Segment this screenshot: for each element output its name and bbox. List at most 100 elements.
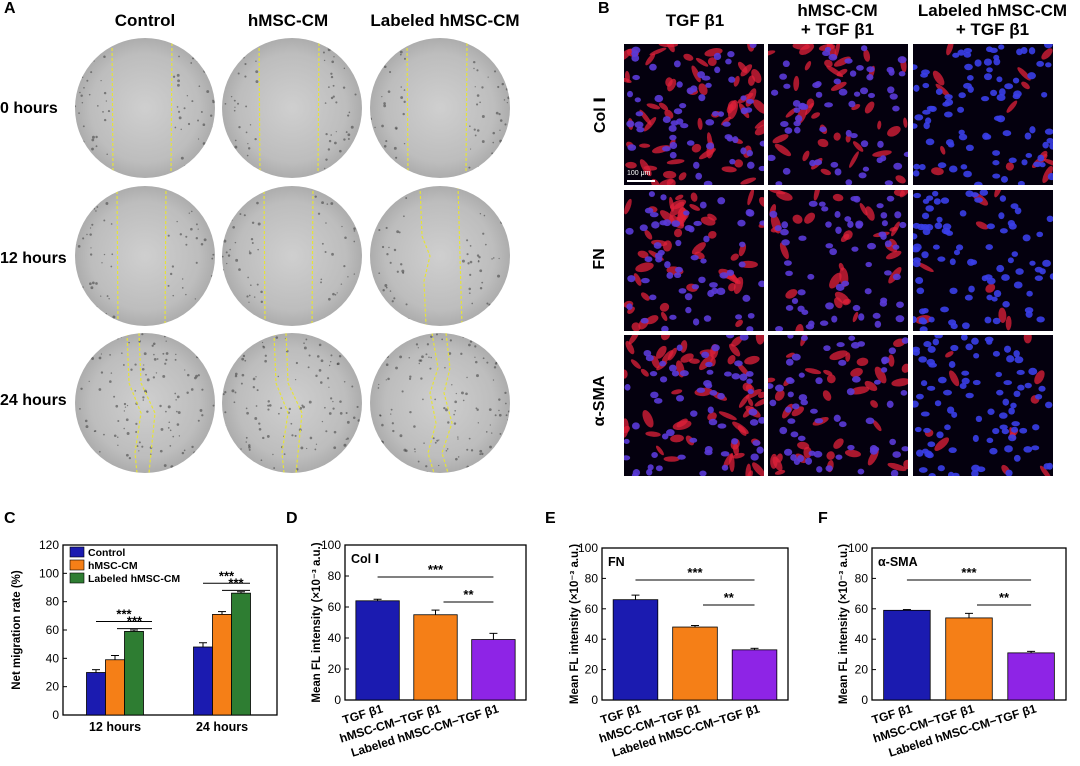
panel-c-letter: C — [4, 510, 16, 527]
nucleus-stain — [949, 287, 958, 295]
cell-dot — [425, 465, 428, 468]
cell-dot — [466, 376, 468, 379]
cytoskeleton-stain — [795, 323, 804, 331]
fluorescence-image-r0-c2 — [913, 44, 1053, 185]
nucleus-stain — [993, 115, 1002, 121]
cytoskeleton-stain — [752, 99, 764, 114]
cell-dot — [100, 353, 103, 355]
cell-dot — [123, 410, 126, 412]
cell-dot — [325, 158, 328, 161]
panel-a-col-labeled: Labeled hMSC-CM — [370, 11, 520, 30]
cell-dot — [111, 335, 114, 337]
cell-dot — [358, 38, 360, 40]
cell-dot — [391, 300, 394, 303]
nucleus-stain — [725, 58, 732, 65]
cell-dot — [379, 52, 382, 55]
cell-dot — [377, 387, 380, 389]
nucleus-stain — [800, 335, 808, 341]
nucleus-stain — [626, 303, 633, 310]
nucleus-stain — [794, 126, 801, 134]
cell-dot — [359, 376, 362, 380]
cell-dot — [328, 297, 331, 301]
cell-dot — [229, 200, 232, 203]
cell-dot — [163, 464, 167, 467]
cytoskeleton-stain — [665, 77, 673, 87]
nucleus-stain — [660, 194, 667, 201]
cell-dot — [229, 248, 231, 251]
cell-dot — [384, 314, 387, 317]
cell-dot — [395, 366, 398, 370]
cell-dot — [169, 445, 172, 447]
nucleus-stain — [913, 348, 921, 356]
cytoskeleton-stain — [640, 292, 650, 301]
nucleus-stain — [1004, 345, 1012, 353]
scratch-line-right — [311, 186, 314, 326]
nucleus-stain — [1021, 159, 1028, 166]
cell-dot — [117, 419, 120, 423]
cytoskeleton-stain — [735, 319, 743, 328]
nucleus-stain — [936, 216, 943, 223]
nucleus-stain — [785, 358, 794, 366]
cytoskeleton-stain — [658, 44, 679, 48]
cell-dot — [405, 449, 408, 453]
cell-dot — [322, 51, 325, 54]
nucleus-stain — [655, 465, 663, 472]
cell-dot — [347, 276, 349, 278]
cell-dot — [381, 245, 385, 249]
cell-dot — [378, 151, 380, 154]
nucleus-stain — [793, 107, 801, 113]
cell-dot — [212, 315, 215, 319]
nucleus-stain — [897, 56, 907, 64]
cell-dot — [169, 429, 172, 432]
nucleus-stain — [849, 132, 858, 139]
cell-dot — [199, 409, 203, 412]
nucleus-stain — [691, 284, 700, 290]
cell-dot — [234, 106, 236, 108]
cell-dot — [180, 128, 182, 131]
cytoskeleton-stain — [691, 65, 701, 83]
nucleus-stain — [894, 211, 902, 219]
nucleus-stain — [957, 49, 965, 56]
cell-dot — [277, 375, 280, 378]
nucleus-stain — [922, 82, 930, 89]
chart-c-ytick-label: 40 — [46, 651, 60, 665]
nucleus-stain — [1013, 390, 1021, 398]
nucleus-stain — [892, 105, 900, 112]
nucleus-stain — [879, 300, 888, 307]
cell-dot — [503, 307, 506, 310]
nucleus-stain — [974, 197, 983, 203]
cell-dot — [370, 60, 373, 64]
nucleus-stain — [745, 370, 754, 377]
cell-dot — [453, 422, 457, 425]
cell-dot — [128, 456, 132, 460]
nucleus-stain — [1001, 274, 1010, 281]
nucleus-stain — [913, 400, 919, 408]
cytoskeleton-stain — [949, 370, 960, 387]
nucleus-stain — [704, 449, 713, 456]
cell-dot — [95, 282, 98, 285]
cell-dot — [478, 166, 480, 168]
nucleus-stain — [918, 308, 927, 315]
nucleus-stain — [648, 191, 656, 197]
wound-image-svg — [370, 333, 510, 473]
cell-dot — [260, 300, 264, 304]
cell-dot — [248, 446, 251, 449]
cytoskeleton-stain — [768, 190, 786, 195]
cell-dot — [249, 343, 252, 346]
nucleus-stain — [860, 140, 869, 148]
cell-dot — [343, 265, 346, 268]
cytoskeleton-stain — [727, 355, 736, 365]
nucleus-stain — [1006, 355, 1015, 363]
cell-dot — [407, 317, 410, 321]
nucleus-stain — [948, 361, 956, 368]
nucleus-stain — [701, 75, 711, 81]
nucleus-stain — [740, 147, 747, 155]
cytoskeleton-stain — [635, 262, 654, 273]
cell-dot — [381, 95, 383, 98]
nucleus-stain — [624, 383, 631, 391]
cell-dot — [255, 60, 257, 63]
nucleus-stain — [639, 224, 648, 232]
cell-dot — [375, 144, 378, 147]
cell-dot — [457, 456, 460, 458]
nucleus-stain — [1027, 72, 1036, 80]
